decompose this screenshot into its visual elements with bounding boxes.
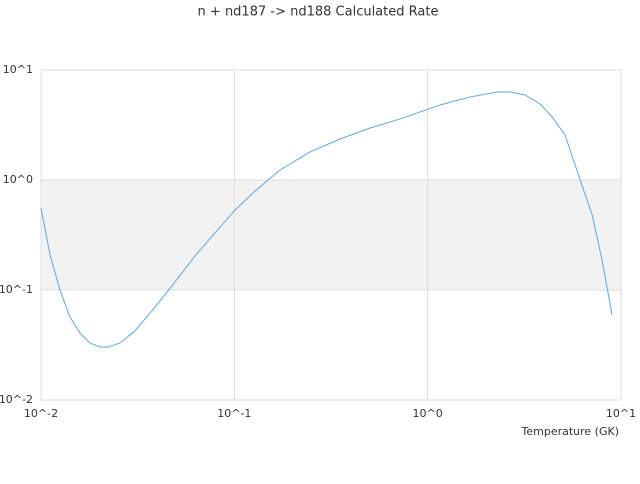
y-tick-label: 10^1	[3, 63, 33, 76]
y-tick-label: 10^0	[3, 173, 33, 186]
x-tick-label: 10^1	[606, 407, 636, 420]
chart-title: n + nd187 -> nd188 Calculated Rate	[198, 5, 439, 20]
x-tick-label: 10^-1	[217, 407, 251, 420]
x-tick-label: 10^-2	[24, 407, 58, 420]
grid-band	[41, 180, 621, 290]
x-axis-label: Temperature (GK)	[521, 425, 620, 438]
y-tick-label: 10^-2	[0, 393, 33, 406]
y-tick-label: 10^-1	[0, 283, 33, 296]
data-line	[40, 91, 613, 348]
x-tick-label: 10^0	[413, 407, 443, 420]
